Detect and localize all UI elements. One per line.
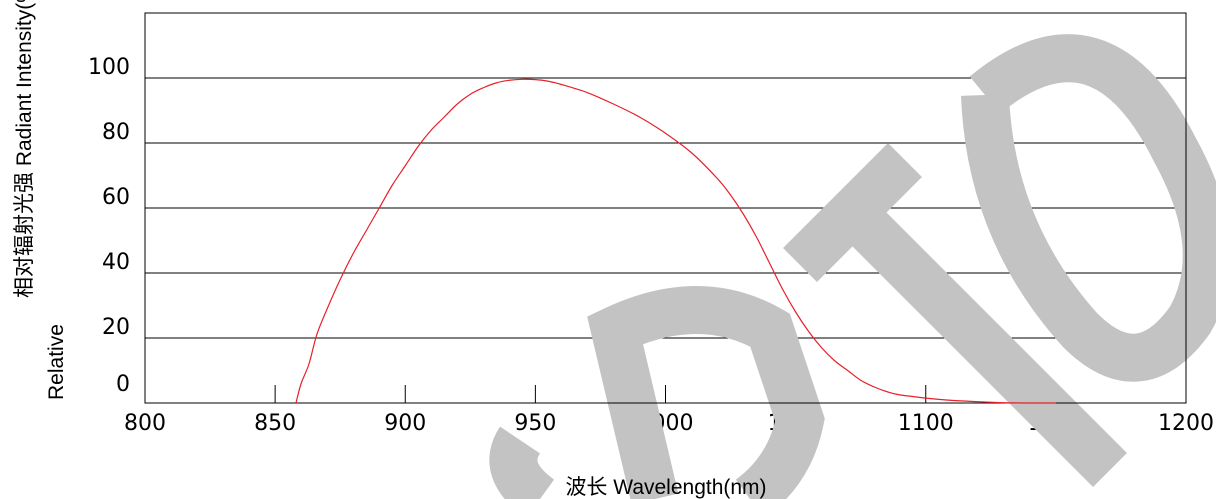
plot-frame: [144, 12, 1187, 404]
watermark-letter-t-bar: [783, 143, 922, 282]
watermark-letter-d: [587, 286, 825, 499]
y-tick-label-20: 20: [102, 315, 130, 340]
frame-layer: [144, 12, 1187, 404]
y-tick-label-80: 80: [102, 120, 130, 145]
y-tick-label-100: 100: [88, 55, 130, 80]
tick-layer: 800 850 900 950 1000 1050 1100 1150 120002040608…: [88, 55, 1214, 436]
y-tick-label-40: 40: [102, 250, 130, 275]
x-tick-label-850: 850: [254, 411, 296, 436]
y-axis-title-relative: Relative: [45, 324, 68, 400]
y-axis-title-chinese: 相对辐射光强 Radiant Intensity(%): [13, 0, 36, 298]
watermark-logo: [489, 34, 1216, 499]
y-tick-label-60: 60: [102, 185, 130, 210]
x-tick-label-1100: 1100: [898, 411, 954, 436]
x-tick-label-1200: 1200: [1158, 411, 1214, 436]
intensity-curve: [295, 78, 1056, 404]
x-tick-label-800: 800: [124, 411, 166, 436]
x-tick-label-950: 950: [514, 411, 556, 436]
watermark-letter-o: [961, 34, 1216, 382]
x-tick-label-900: 900: [384, 411, 426, 436]
watermark-letter-s-stroke: [489, 426, 555, 499]
y-tick-label-0: 0: [116, 372, 130, 397]
watermark-letter-t-stem: [838, 198, 1127, 487]
x-axis-title: 波长 Wavelength(nm): [565, 476, 766, 499]
